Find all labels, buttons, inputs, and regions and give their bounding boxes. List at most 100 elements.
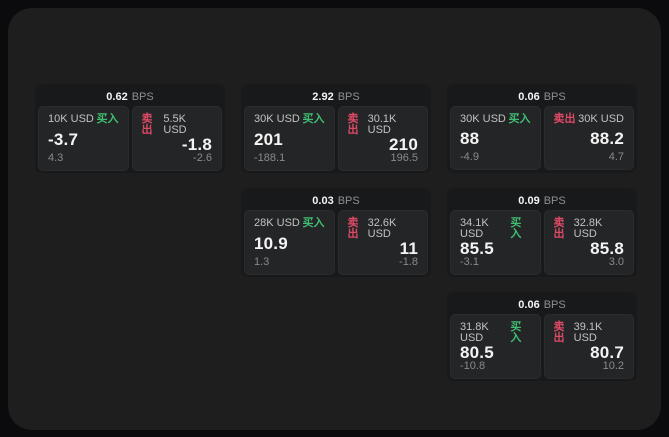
bps-spread-header: 0.09 BPS bbox=[450, 191, 634, 210]
quote-card[interactable]: 0.06 BPS 30K USD 买入 88 -4.9 卖出 30K USD 8… bbox=[447, 84, 637, 173]
quote-card[interactable]: 2.92 BPS 30K USD 买入 201 -188.1 卖出 30.1K … bbox=[241, 84, 431, 173]
bps-spread-header: 0.03 BPS bbox=[244, 191, 428, 210]
sell-side-label: 卖出 bbox=[553, 321, 565, 344]
bps-unit-label: BPS bbox=[543, 90, 566, 103]
buy-cell-top: 10K USD 买入 bbox=[48, 114, 119, 125]
bps-value: 0.03 bbox=[312, 194, 334, 207]
buy-quote-cell[interactable]: 30K USD 买入 88 -4.9 bbox=[450, 106, 541, 170]
sell-price-value: 80.7 bbox=[590, 343, 624, 362]
sell-size-label: 30.1K USD bbox=[367, 113, 397, 136]
sell-price-value: 88.2 bbox=[590, 129, 624, 148]
buy-quote-cell[interactable]: 10K USD 买入 -3.7 4.3 bbox=[38, 106, 129, 171]
buy-side-label: 买入 bbox=[302, 217, 325, 229]
sell-side-label: 卖出 bbox=[347, 217, 359, 240]
sell-quote-cell[interactable]: 卖出 32.6K USD 11 -1.8 bbox=[337, 210, 428, 275]
buy-size-label: 10K USD bbox=[48, 113, 94, 125]
sell-delta-value: -2.6 bbox=[193, 152, 212, 164]
sell-delta-value: 10.2 bbox=[602, 360, 624, 372]
sell-cell-top: 卖出 32.6K USD bbox=[348, 218, 419, 240]
bps-value: 2.92 bbox=[312, 90, 334, 103]
bps-unit-label: BPS bbox=[543, 298, 566, 311]
sell-price-value: 210 bbox=[389, 135, 418, 154]
quote-cells: 34.1K USD 买入 85.5 -3.1 卖出 32.8K USD 85.8… bbox=[450, 210, 634, 275]
bps-spread-header: 0.62 BPS bbox=[38, 87, 222, 106]
buy-side-label: 买入 bbox=[510, 321, 522, 344]
quote-card[interactable]: 0.03 BPS 28K USD 买入 10.9 1.3 卖出 32.6K US… bbox=[241, 188, 431, 277]
buy-delta-value: -3.1 bbox=[460, 256, 479, 268]
quotes-panel: 0.62 BPS 10K USD 买入 -3.7 4.3 卖出 5.5K USD… bbox=[8, 8, 661, 430]
buy-size-label: 31.8K USD bbox=[460, 321, 489, 344]
bps-unit-label: BPS bbox=[337, 90, 360, 103]
sell-cell-top: 卖出 30K USD bbox=[554, 114, 625, 125]
sell-side-label: 卖出 bbox=[141, 113, 153, 136]
buy-delta-value: -10.8 bbox=[460, 360, 486, 372]
bps-unit-label: BPS bbox=[131, 90, 154, 103]
bps-value: 0.06 bbox=[518, 90, 540, 103]
bps-spread-header: 0.06 BPS bbox=[450, 295, 634, 314]
buy-delta-value: 4.3 bbox=[48, 152, 64, 164]
sell-size-label: 32.6K USD bbox=[367, 217, 397, 240]
bps-spread-header: 2.92 BPS bbox=[244, 87, 428, 106]
sell-size-label: 5.5K USD bbox=[163, 113, 187, 136]
buy-cell-top: 31.8K USD 买入 bbox=[460, 322, 531, 344]
buy-delta-value: -188.1 bbox=[254, 152, 286, 164]
sell-quote-cell[interactable]: 卖出 32.8K USD 85.8 3.0 bbox=[543, 210, 634, 275]
buy-size-label: 30K USD bbox=[460, 113, 506, 125]
sell-size-label: 39.1K USD bbox=[573, 321, 603, 344]
buy-side-label: 买入 bbox=[510, 217, 522, 240]
buy-quote-cell[interactable]: 34.1K USD 买入 85.5 -3.1 bbox=[450, 210, 541, 275]
buy-cell-top: 30K USD 买入 bbox=[460, 114, 531, 125]
bps-unit-label: BPS bbox=[543, 194, 566, 207]
sell-delta-value: 4.7 bbox=[608, 151, 624, 163]
quote-cells: 10K USD 买入 -3.7 4.3 卖出 5.5K USD -1.8 -2.… bbox=[38, 106, 222, 171]
buy-delta-value: -4.9 bbox=[460, 151, 479, 163]
buy-cell-top: 28K USD 买入 bbox=[254, 218, 325, 229]
quote-card[interactable]: 0.09 BPS 34.1K USD 买入 85.5 -3.1 卖出 32.8K… bbox=[447, 188, 637, 277]
quote-cells: 28K USD 买入 10.9 1.3 卖出 32.6K USD 11 -1.8 bbox=[244, 210, 428, 275]
buy-size-label: 30K USD bbox=[254, 113, 300, 125]
buy-side-label: 买入 bbox=[508, 113, 531, 125]
quote-cells: 31.8K USD 买入 80.5 -10.8 卖出 39.1K USD 80.… bbox=[450, 314, 634, 379]
sell-quote-cell[interactable]: 卖出 39.1K USD 80.7 10.2 bbox=[543, 314, 634, 379]
sell-side-label: 卖出 bbox=[347, 113, 359, 136]
bps-value: 0.09 bbox=[518, 194, 540, 207]
sell-cell-top: 卖出 30.1K USD bbox=[348, 114, 419, 136]
buy-price-value: 80.5 bbox=[460, 343, 494, 362]
buy-price-value: 88 bbox=[460, 129, 480, 148]
sell-cell-top: 卖出 32.8K USD bbox=[554, 218, 625, 240]
buy-cell-top: 30K USD 买入 bbox=[254, 114, 325, 125]
quote-cells: 30K USD 买入 88 -4.9 卖出 30K USD 88.2 4.7 bbox=[450, 106, 634, 170]
bps-unit-label: BPS bbox=[337, 194, 360, 207]
quote-cells: 30K USD 买入 201 -188.1 卖出 30.1K USD 210 1… bbox=[244, 106, 428, 171]
quote-card[interactable]: 0.62 BPS 10K USD 买入 -3.7 4.3 卖出 5.5K USD… bbox=[35, 84, 225, 173]
sell-size-label: 30K USD bbox=[578, 113, 624, 125]
buy-side-label: 买入 bbox=[302, 113, 325, 125]
buy-size-label: 28K USD bbox=[254, 217, 300, 229]
buy-quote-cell[interactable]: 30K USD 买入 201 -188.1 bbox=[244, 106, 335, 171]
buy-quote-cell[interactable]: 31.8K USD 买入 80.5 -10.8 bbox=[450, 314, 541, 379]
quote-card[interactable]: 0.06 BPS 31.8K USD 买入 80.5 -10.8 卖出 39.1… bbox=[447, 292, 637, 381]
buy-delta-value: 1.3 bbox=[254, 256, 270, 268]
bps-value: 0.62 bbox=[106, 90, 128, 103]
sell-price-value: 85.8 bbox=[590, 239, 624, 258]
sell-delta-value: -1.8 bbox=[399, 256, 418, 268]
sell-price-value: -1.8 bbox=[181, 135, 212, 154]
buy-price-value: 10.9 bbox=[254, 233, 288, 253]
sell-quote-cell[interactable]: 卖出 30.1K USD 210 196.5 bbox=[337, 106, 428, 171]
bps-value: 0.06 bbox=[518, 298, 540, 311]
sell-cell-top: 卖出 5.5K USD bbox=[142, 114, 213, 136]
buy-price-value: 201 bbox=[254, 129, 283, 149]
sell-cell-top: 卖出 39.1K USD bbox=[554, 322, 625, 344]
buy-cell-top: 34.1K USD 买入 bbox=[460, 218, 531, 240]
buy-size-label: 34.1K USD bbox=[460, 217, 489, 240]
buy-price-value: 85.5 bbox=[460, 239, 494, 258]
sell-quote-cell[interactable]: 卖出 30K USD 88.2 4.7 bbox=[543, 106, 634, 170]
bps-spread-header: 0.06 BPS bbox=[450, 87, 634, 106]
sell-quote-cell[interactable]: 卖出 5.5K USD -1.8 -2.6 bbox=[131, 106, 222, 171]
sell-price-value: 11 bbox=[399, 239, 418, 258]
sell-size-label: 32.8K USD bbox=[573, 217, 603, 240]
sell-delta-value: 196.5 bbox=[390, 152, 418, 164]
buy-price-value: -3.7 bbox=[48, 129, 79, 149]
cards-grid: 0.62 BPS 10K USD 买入 -3.7 4.3 卖出 5.5K USD… bbox=[35, 84, 637, 381]
buy-quote-cell[interactable]: 28K USD 买入 10.9 1.3 bbox=[244, 210, 335, 275]
